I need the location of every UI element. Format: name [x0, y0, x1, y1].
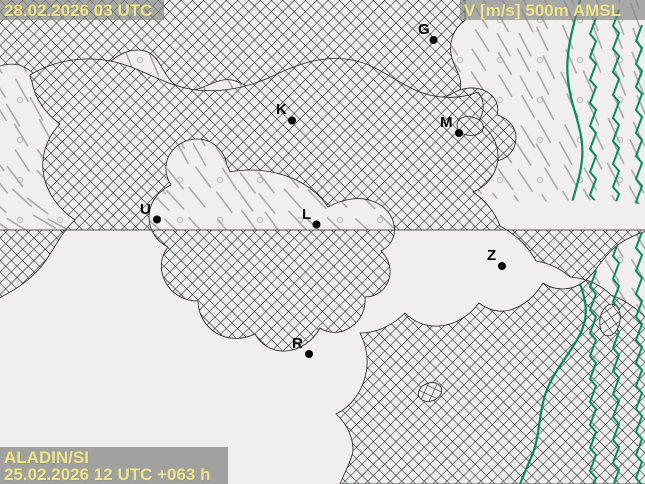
- svg-text:L: L: [302, 206, 311, 223]
- svg-text:G: G: [418, 21, 430, 38]
- svg-text:Z: Z: [487, 247, 496, 264]
- svg-text:R: R: [292, 335, 303, 352]
- svg-text:U: U: [140, 201, 151, 218]
- svg-text:M: M: [440, 114, 453, 131]
- svg-text:K: K: [276, 101, 287, 118]
